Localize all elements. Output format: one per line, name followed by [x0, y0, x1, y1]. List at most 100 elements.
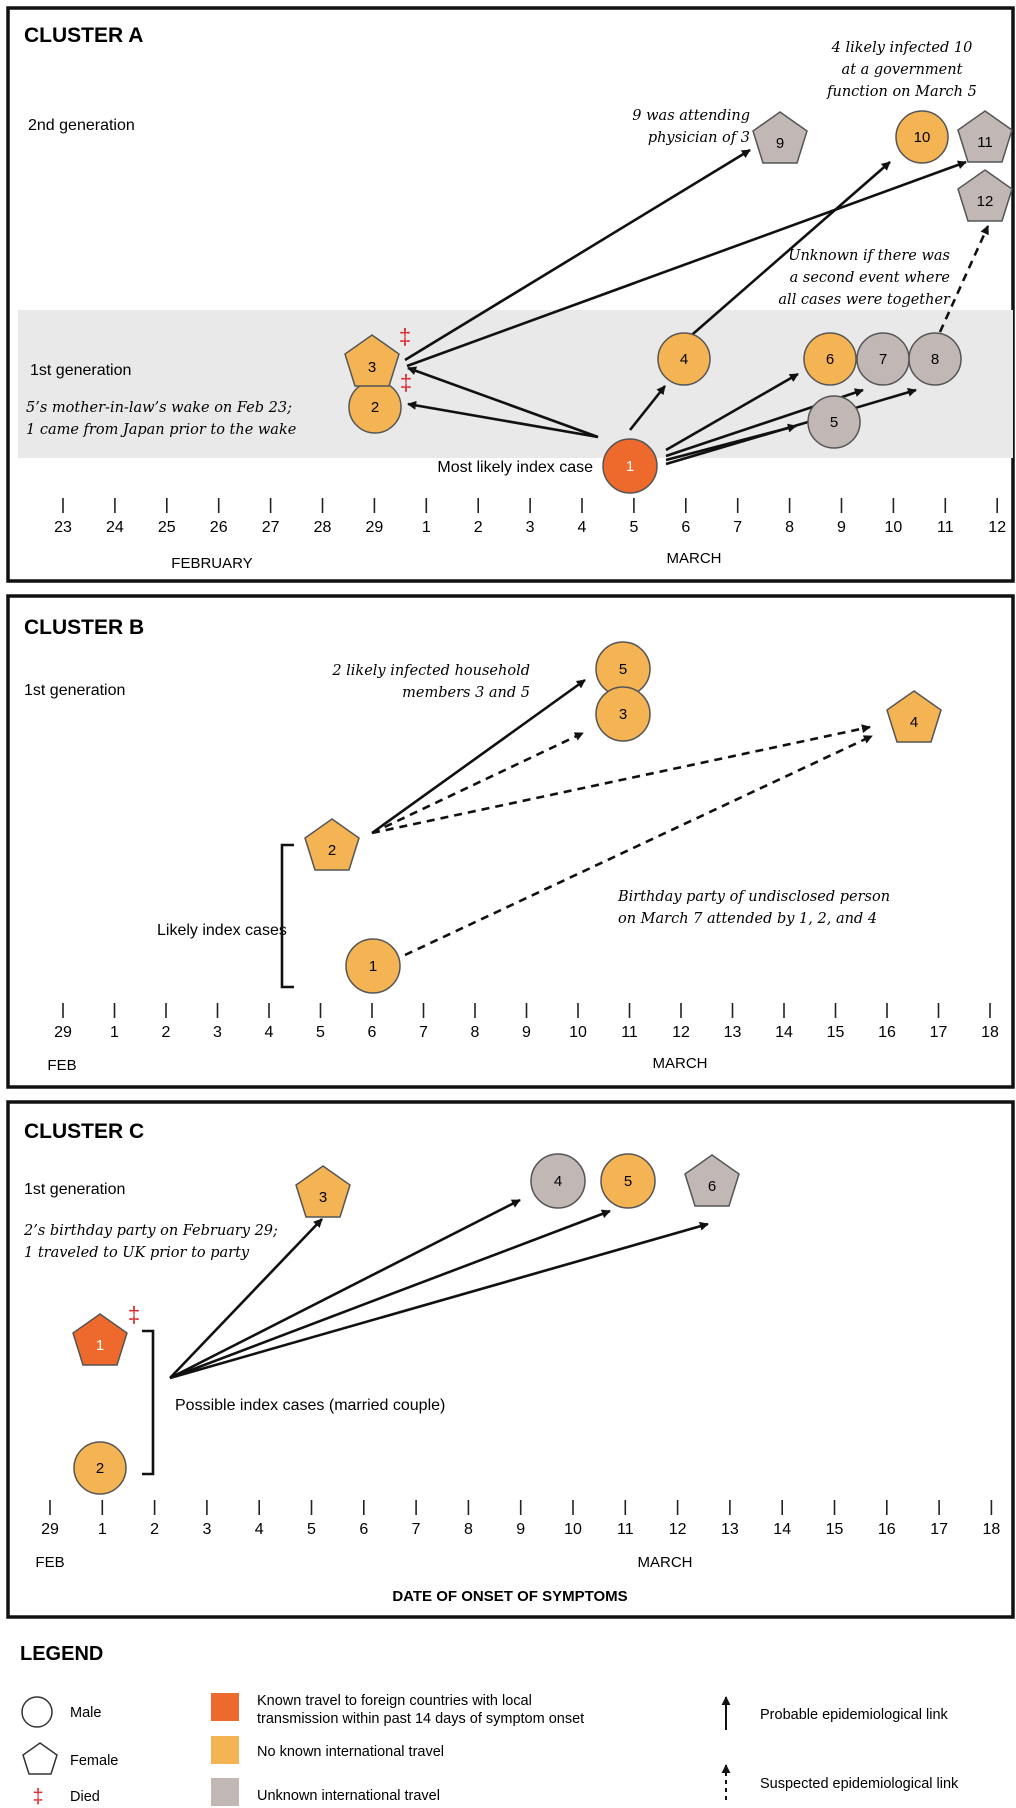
cluster-b-note-party-2: on March 7 attended by 1, 2, and 4: [618, 911, 877, 927]
legend: LEGEND Male Female ‡ Died Known travel t…: [20, 1643, 959, 1808]
cluster-a-links: [404, 148, 990, 466]
legend-travel-none-label: No known international travel: [257, 1744, 444, 1760]
link-a-3-11: [406, 160, 967, 368]
cluster-a-month-feb: FEBRUARY: [171, 555, 252, 572]
cluster-a-note-wake-2: 1 came from Japan prior to the wake: [26, 422, 296, 438]
axis-date-label: 12: [669, 1521, 687, 1538]
link-b-2-4: [371, 724, 871, 835]
case-a-2: 2: [348, 380, 402, 434]
case-a-9-label: 9: [776, 135, 784, 152]
case-a-6-label: 6: [826, 351, 834, 368]
cluster-a-note-function-2: at a government: [842, 62, 963, 78]
cluster-c-title: CLUSTER C: [24, 1120, 144, 1143]
cluster-b-month-feb: FEB: [47, 1057, 76, 1074]
link-a-8-12: [938, 225, 990, 333]
case-a-7: 7: [856, 332, 910, 386]
axis-date-label: 5: [316, 1024, 325, 1041]
axis-date-label: 14: [775, 1024, 793, 1041]
cluster-b-index-cases-label: Likely index cases: [157, 922, 287, 939]
axis-date-label: 24: [106, 519, 124, 536]
axis-date-label: 3: [202, 1521, 211, 1538]
cluster-b-note-household-2: members 3 and 5: [402, 685, 530, 701]
case-a-11: 11: [957, 110, 1013, 163]
axis-date-label: 26: [210, 519, 228, 536]
axis-date-label: 9: [516, 1521, 525, 1538]
case-b-2: 2: [304, 818, 360, 871]
axis-date-label: 1: [422, 519, 431, 536]
cluster-a-note-wake-1: 5’s mother-in-law’s wake on Feb 23;: [26, 400, 292, 416]
legend-suspected-label: Suspected epidemiological link: [760, 1776, 959, 1792]
cluster-a-index-case-label: Most likely index case: [437, 459, 593, 476]
axis-date-label: 1: [110, 1024, 119, 1041]
legend-female-label: Female: [70, 1753, 118, 1769]
case-b-2-label: 2: [328, 842, 336, 859]
case-a-5: 5: [807, 395, 861, 449]
axis-date-label: 2: [150, 1521, 159, 1538]
axis-date-label: 18: [981, 1024, 999, 1041]
link-a-1-8: [665, 387, 917, 466]
case-a-1-label: 1: [626, 458, 634, 475]
cluster-b-frame: [6, 594, 1015, 1089]
axis-date-label: 15: [827, 1024, 845, 1041]
case-b-5-label: 5: [619, 661, 627, 678]
axis-date-label: 28: [314, 519, 332, 536]
case-c-1-label: 1: [96, 1337, 104, 1354]
cluster-b-month-mar: MARCH: [653, 1055, 708, 1072]
cluster-a-note-function-1: 4 likely infected 10: [831, 40, 973, 56]
cluster-c-note-party-1: 2’s birthday party on February 29;: [23, 1223, 278, 1239]
case-b-4-label: 4: [910, 714, 918, 731]
axis-date-label: 11: [621, 1024, 638, 1041]
link-a-1-6: [665, 372, 799, 452]
link-c-index-5: [169, 1209, 611, 1380]
axis-date-label: 15: [826, 1521, 844, 1538]
link-b-1-4: [404, 734, 873, 957]
cluster-a-note-function-3: function on March 5: [826, 84, 977, 100]
axis-date-label: 17: [930, 1024, 948, 1041]
link-a-4-10: [685, 161, 891, 341]
legend-title: LEGEND: [20, 1643, 103, 1665]
cluster-a-note-physician-1: 9 was attending: [632, 108, 750, 124]
case-c-2: 2: [73, 1441, 127, 1495]
case-b-3: 3: [595, 686, 651, 742]
axis-date-label: 13: [721, 1521, 739, 1538]
cluster-b-date-axis: 29 1 2 3 4 5 6 7 8 9 10 11 12 13 14 15 16 17 18: [54, 1003, 999, 1041]
cluster-b-note-party-1: Birthday party of undisclosed person: [617, 889, 890, 905]
case-a-12-label: 12: [977, 193, 994, 210]
axis-date-label: 1: [98, 1521, 107, 1538]
axis-date-label: 11: [937, 519, 954, 536]
case-a-9: 9: [752, 111, 808, 164]
axis-date-label: 10: [564, 1521, 582, 1538]
cluster-a-note-second-event-2: a second event where: [790, 270, 950, 286]
case-a-6: 6: [803, 332, 857, 386]
cluster-b-panel: CLUSTER B 1st generation 2 likely infect…: [6, 594, 1015, 1089]
axis-date-label: 7: [419, 1024, 428, 1041]
died-icon: ‡: [32, 1786, 43, 1808]
link-c-index-3: [169, 1218, 323, 1379]
cluster-c-links: [169, 1198, 709, 1380]
cluster-a-panel: CLUSTER A 2nd generation 1st generation …: [6, 6, 1015, 583]
axis-date-label: 16: [878, 1521, 896, 1538]
case-a-8-label: 8: [931, 351, 939, 368]
legend-probable-label: Probable epidemiological link: [760, 1707, 949, 1723]
case-a-11-label: 11: [977, 134, 993, 151]
link-c-index-6: [169, 1221, 709, 1380]
cluster-a-note-second-event-3: all cases were together: [778, 292, 951, 308]
case-c-4-label: 4: [554, 1173, 562, 1190]
link-a-1-2: [407, 400, 599, 439]
axis-date-label: 12: [672, 1024, 690, 1041]
case-a-10: 10: [895, 110, 949, 164]
case-a-3-label: 3: [368, 359, 376, 376]
case-b-3-label: 3: [619, 706, 627, 723]
legend-male-label: Male: [70, 1705, 101, 1721]
cluster-c-panel: CLUSTER C 1st generation 2’s birthday pa…: [6, 1100, 1015, 1619]
link-c-index-4: [169, 1198, 521, 1380]
case-c-2-label: 2: [96, 1460, 104, 1477]
axis-date-label: 3: [213, 1024, 222, 1041]
axis-date-label: 6: [359, 1521, 368, 1538]
case-a-8: 8: [908, 332, 962, 386]
died-marker-c-1: ‡: [128, 1302, 140, 1327]
axis-date-label: 4: [265, 1024, 274, 1041]
case-c-5: 5: [600, 1153, 656, 1209]
case-b-4: 4: [886, 690, 942, 743]
